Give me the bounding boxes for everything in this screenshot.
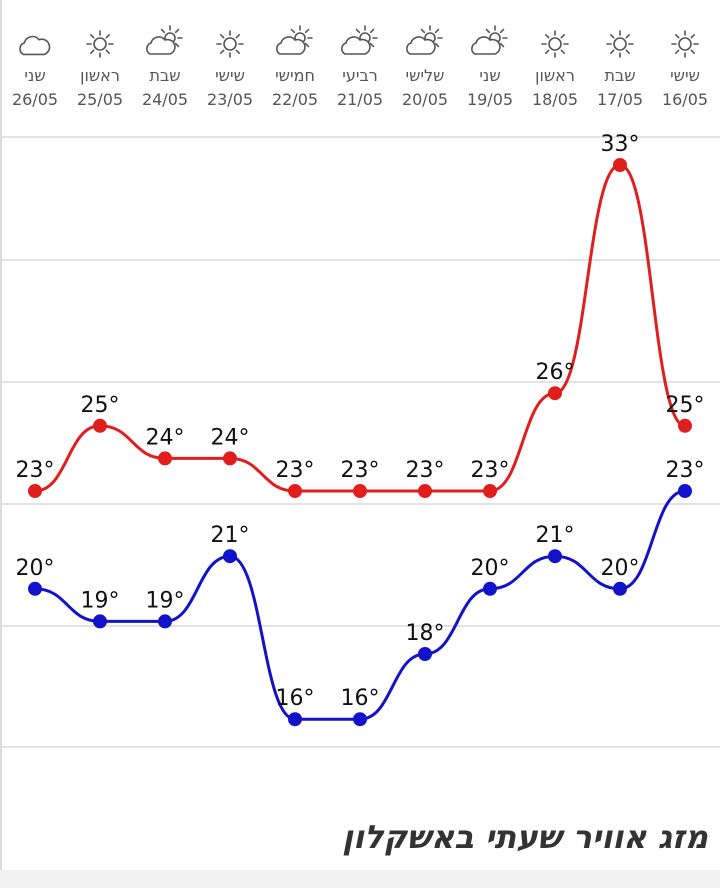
partly-cloudy-icon [146, 25, 183, 55]
day-column: שישי 23/05 [198, 26, 262, 110]
low-temperature-point [548, 549, 562, 564]
low-temperature-label: 16° [341, 686, 380, 711]
day-date: 16/05 [661, 90, 709, 109]
day-date: 19/05 [466, 90, 514, 109]
day-column: שבת 24/05 [133, 26, 197, 110]
cloud-icon [19, 35, 51, 56]
low-temperature-label: 20° [471, 556, 510, 581]
day-column: שני 19/05 [458, 26, 522, 110]
low-temperature-point [158, 614, 172, 629]
low-temperature-point [678, 484, 692, 498]
sun-icon [541, 30, 569, 58]
day-column: ראשון 18/05 [523, 26, 587, 110]
day-column: שבת 17/05 [588, 26, 652, 110]
high-temperature-point [353, 484, 367, 498]
low-temperature-point [288, 712, 302, 727]
day-name: שבת [149, 66, 181, 85]
high-temperature-point [223, 451, 237, 466]
high-temperature-label: 33° [601, 132, 640, 157]
low-temperature-label: 18° [406, 621, 445, 646]
sun-icon [671, 30, 699, 58]
day-column: חמישי 22/05 [263, 26, 327, 110]
low-temperature-line [34, 489, 686, 721]
day-date: 23/05 [206, 90, 254, 109]
partly-cloudy-icon [276, 25, 313, 55]
high-temperature-label: 23° [406, 458, 445, 483]
day-date: 26/05 [11, 90, 59, 109]
panel-left-border [0, 0, 2, 870]
high-temperature-point [678, 418, 692, 433]
sun-icon [606, 30, 634, 58]
high-temperature-label: 24° [146, 425, 185, 450]
day-name: ראשון [80, 66, 120, 85]
low-temperature-label: 19° [146, 588, 185, 613]
sun-icon [216, 30, 244, 58]
high-temperature-point [28, 484, 42, 498]
day-column: שישי 16/05 [653, 26, 717, 110]
day-date: 25/05 [76, 90, 124, 109]
high-temperature-label: 25° [81, 393, 120, 418]
day-date: 17/05 [596, 90, 644, 109]
day-date: 20/05 [401, 90, 449, 109]
low-temperature-point [483, 581, 497, 596]
high-temperature-label: 23° [16, 458, 55, 483]
day-column: ראשון 25/05 [68, 26, 132, 110]
day-column: שני 26/05 [3, 26, 67, 110]
day-name: שישי [215, 66, 245, 85]
low-temperature-point [418, 647, 432, 661]
day-date: 21/05 [336, 90, 384, 109]
high-temperature-label: 23° [276, 458, 315, 483]
high-temperature-point [418, 484, 432, 498]
low-temperature-point [28, 581, 42, 596]
day-name: ראשון [535, 66, 575, 85]
low-temperature-label: 21° [536, 523, 575, 548]
high-temperature-point [613, 158, 627, 172]
low-temperature-label: 21° [211, 523, 250, 548]
low-temperature-point [353, 712, 367, 727]
high-temperature-label: 23° [341, 458, 380, 483]
low-temperature-point [223, 549, 237, 564]
day-date: 18/05 [531, 90, 579, 109]
low-temperature-label: 19° [81, 588, 120, 613]
high-temperature-point [548, 386, 562, 401]
day-name: שני [479, 66, 501, 85]
day-name: שני [24, 66, 46, 85]
high-temperature-label: 23° [471, 458, 510, 483]
low-temperature-label: 20° [601, 556, 640, 581]
day-column: רביעי 21/05 [328, 26, 392, 110]
low-temperature-label: 23° [666, 458, 705, 483]
partly-cloudy-icon [341, 25, 378, 55]
day-date: 24/05 [141, 90, 189, 109]
low-temperature-point [613, 581, 627, 596]
day-date: 22/05 [271, 90, 319, 109]
day-name: חמישי [275, 66, 315, 85]
page-title: מזג אוויר שעתי באשקלון [342, 818, 708, 856]
day-name: רביעי [342, 66, 378, 85]
low-temperature-label: 16° [276, 686, 315, 711]
day-name: שלישי [405, 66, 445, 85]
low-temperature-point [93, 614, 107, 629]
bottom-band [0, 870, 720, 888]
low-temperature-label: 20° [16, 556, 55, 581]
temperature-chart: 25° 33° 26° 23° 23° 23° 23° 24° 24° 25° 23° 23° 20° 2… [2, 25, 720, 748]
high-temperature-label: 26° [536, 360, 575, 385]
partly-cloudy-icon [471, 25, 508, 55]
day-name: שישי [670, 66, 700, 85]
sun-icon [86, 30, 114, 58]
high-temperature-line [34, 163, 686, 493]
day-name: שבת [604, 66, 636, 85]
high-temperature-point [288, 484, 302, 498]
high-temperature-label: 25° [666, 393, 705, 418]
partly-cloudy-icon [406, 25, 443, 55]
day-column: שלישי 20/05 [393, 26, 457, 110]
high-temperature-label: 24° [211, 425, 250, 450]
high-temperature-point [93, 418, 107, 433]
high-temperature-point [158, 451, 172, 466]
high-temperature-point [483, 484, 497, 498]
